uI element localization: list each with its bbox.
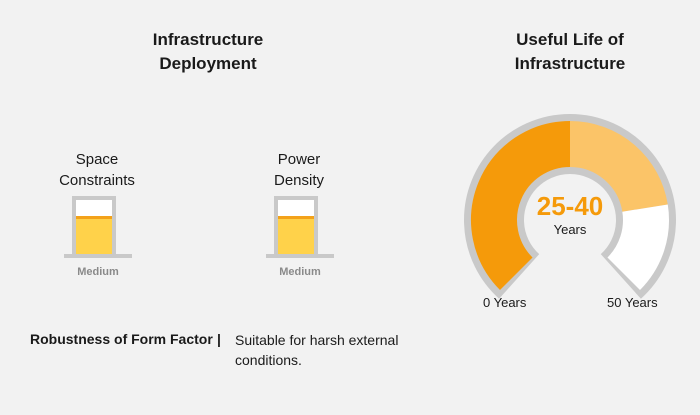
meter-cylinder-power-density [274,196,318,254]
robustness-separator: | [217,331,221,347]
meter-base [64,254,132,258]
meter-fill [278,216,314,254]
meter-cylinder-space-constraints [72,196,116,254]
gauge-segment-range [569,121,668,213]
deployment-title-line2: Deployment [159,54,257,73]
gauge-segment-rest [606,204,669,290]
useful-life-title: Useful Life of Infrastructure [470,28,670,76]
meter-fill [76,216,112,254]
deployment-title-line1: Infrastructure [152,30,264,49]
robustness-label: Robustness of Form Factor [30,331,213,347]
robustness-value-line2: conditions. [235,352,302,368]
meter-fill-edge [76,216,112,220]
gauge-min-label: 0 Years [483,295,527,310]
meter-label-power-density: Power Density [244,149,354,191]
meter-level-power-density: Medium [279,266,321,278]
useful-life-title-line2: Infrastructure [514,54,626,73]
robustness-value-line1: Suitable for harsh external [235,332,399,348]
meter-label-space-constraints: Space Constraints [42,149,152,191]
gauge-segment-to-range [471,121,571,290]
meter-fill-edge [278,216,314,220]
meter-label-line2: Density [273,172,325,189]
meter-label-line1: Space [75,151,119,168]
meter-label-line2: Constraints [59,172,135,189]
meter-label-line1: Power [277,151,321,168]
meter-level-space-constraints: Medium [77,266,119,278]
deployment-title: Infrastructure Deployment [108,28,308,76]
meter-base [266,254,334,258]
robustness-value: Suitable for harsh external conditions. [235,330,435,370]
useful-life-title-line1: Useful Life of [516,30,624,49]
useful-life-gauge [464,114,676,299]
gauge-value: 25-40 [536,191,604,221]
gauge-unit: Years [553,222,587,237]
gauge-max-label: 50 Years [607,295,658,310]
